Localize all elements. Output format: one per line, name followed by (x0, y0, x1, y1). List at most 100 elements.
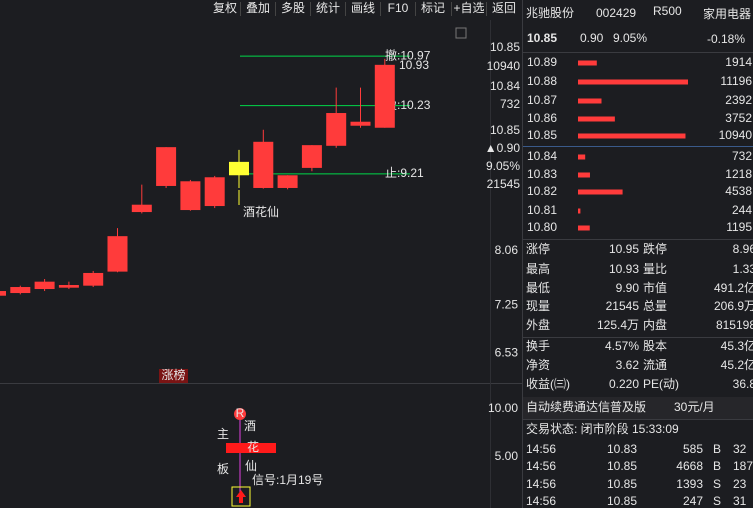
book-volume: 10940 (719, 128, 753, 142)
stat-value: 491.2亿 (714, 280, 753, 295)
stat-label: 收益(㈢) (526, 377, 570, 391)
volume-bar (578, 133, 686, 139)
book-volume: 2392 (725, 93, 752, 107)
candle-body (156, 147, 177, 186)
trade-count: 32 (733, 442, 747, 456)
candle-body (253, 141, 274, 188)
signal-box (231, 486, 251, 507)
trade-side: B (713, 442, 721, 456)
trade-price: 10.83 (607, 442, 637, 456)
book-price: 10.85 (527, 128, 557, 142)
toolbar-icon[interactable] (455, 27, 467, 39)
trade-price: 10.85 (607, 477, 637, 491)
toolbar-button[interactable]: 画线 (351, 1, 375, 15)
trade-price: 10.85 (607, 459, 637, 473)
ad-price[interactable]: 30元/月 (674, 400, 715, 414)
trade-price: 10.85 (607, 494, 637, 508)
stock-tag: R500 (653, 4, 682, 18)
trade-time: 14:56 (526, 477, 556, 491)
book-price: 10.87 (527, 93, 557, 107)
ad-bg[interactable] (523, 397, 753, 419)
trade-time: 14:56 (526, 494, 556, 508)
stat-value: 8.96 (733, 242, 753, 256)
stock-annotation: 酒花仙 (243, 204, 279, 219)
toolbar-button[interactable]: 叠加 (246, 1, 270, 15)
book-price: 10.83 (527, 167, 557, 181)
stat-value: 125.4万 (597, 318, 639, 332)
stat-value: 0.220 (609, 377, 639, 391)
stat-label: 内盘 (643, 317, 667, 332)
stat-value: 9.90 (616, 281, 640, 295)
candle-body (34, 281, 55, 290)
axis-info-label: ▲0.90 (485, 141, 521, 155)
stat-label: PE(动) (643, 377, 679, 391)
stat-label: 换手 (526, 339, 550, 353)
stat-label: 外盘 (526, 317, 550, 332)
stat-label: 现量 (526, 299, 550, 313)
toolbar-button[interactable]: 多股 (281, 1, 305, 15)
volume-bar (578, 60, 597, 66)
trade-volume: 1393 (676, 477, 703, 491)
book-volume: 1914 (725, 55, 752, 69)
y-tick-label: 7.25 (495, 297, 519, 311)
stat-label: 涨停 (526, 241, 550, 256)
stat-value: 21545 (606, 299, 640, 313)
stock-code: 002429 (596, 6, 636, 20)
candle-body (326, 113, 347, 146)
stat-label: 跌停 (643, 241, 667, 256)
book-volume: 11196 (720, 74, 752, 88)
axis-info-label: 10.85 (490, 40, 520, 54)
toolbar-button[interactable]: +自选 (453, 1, 484, 15)
volume-bar (578, 208, 581, 214)
axis-info-label: 10.84 (490, 79, 520, 93)
signal-bar (226, 443, 276, 453)
stat-label: 股本 (643, 339, 667, 353)
toolbar-button[interactable]: 返回 (492, 1, 516, 15)
trade-volume: 585 (683, 442, 703, 456)
level-label: 撤:10.97 (385, 47, 431, 62)
candle-body (180, 181, 201, 211)
y-tick-label: 8.06 (495, 243, 519, 257)
book-price: 10.88 (527, 74, 557, 88)
toolbar-button[interactable]: 统计 (316, 1, 340, 15)
sector-pct: -0.18% (707, 32, 745, 46)
stat-label: 净资 (526, 358, 550, 372)
axis-info-label: 21545 (487, 177, 521, 191)
trade-count: 23 (733, 477, 747, 491)
price-change: 0.90 (580, 31, 604, 45)
stat-value: 206.9万 (714, 299, 753, 313)
book-price: 10.82 (527, 184, 557, 198)
book-volume: 3752 (725, 111, 752, 125)
trade-count: 187 (733, 459, 753, 473)
level-label: 止:9.21 (385, 166, 424, 180)
candle-body (277, 175, 298, 188)
trade-status: 交易状态: 闭市阶段 15:33:09 (526, 421, 679, 436)
trade-time: 14:56 (526, 459, 556, 473)
trade-side: S (713, 477, 721, 491)
stat-value: 4.57% (605, 339, 639, 353)
trade-volume: 247 (683, 494, 703, 508)
trade-side: B (713, 459, 721, 473)
stat-value: 1.33 (733, 262, 753, 276)
level-label: 盈:10.23 (385, 98, 431, 112)
stat-label: 最低 (526, 281, 550, 295)
book-volume: 732 (732, 149, 752, 163)
high-label: 10.93 (399, 58, 429, 72)
stat-value: 10.95 (609, 242, 639, 256)
candle-body (374, 64, 395, 128)
axis-info-label: 10.85 (490, 123, 520, 137)
toolbar-button[interactable]: F10 (388, 1, 409, 15)
ad-text[interactable]: 自动续费通达信普及版 (526, 400, 646, 414)
volume-bar (578, 225, 590, 231)
candle-body (204, 177, 225, 207)
y-tick-label: 10.00 (488, 401, 518, 415)
book-price: 10.86 (527, 111, 557, 125)
stat-label: 总量 (643, 299, 667, 313)
stat-label: 量比 (643, 262, 667, 276)
volume-bar (578, 189, 623, 195)
candle-body (229, 161, 249, 176)
toolbar-button[interactable]: 复权 (213, 1, 237, 15)
stat-value: 45.3亿 (721, 338, 753, 353)
toolbar-button[interactable]: 标记 (421, 1, 445, 15)
